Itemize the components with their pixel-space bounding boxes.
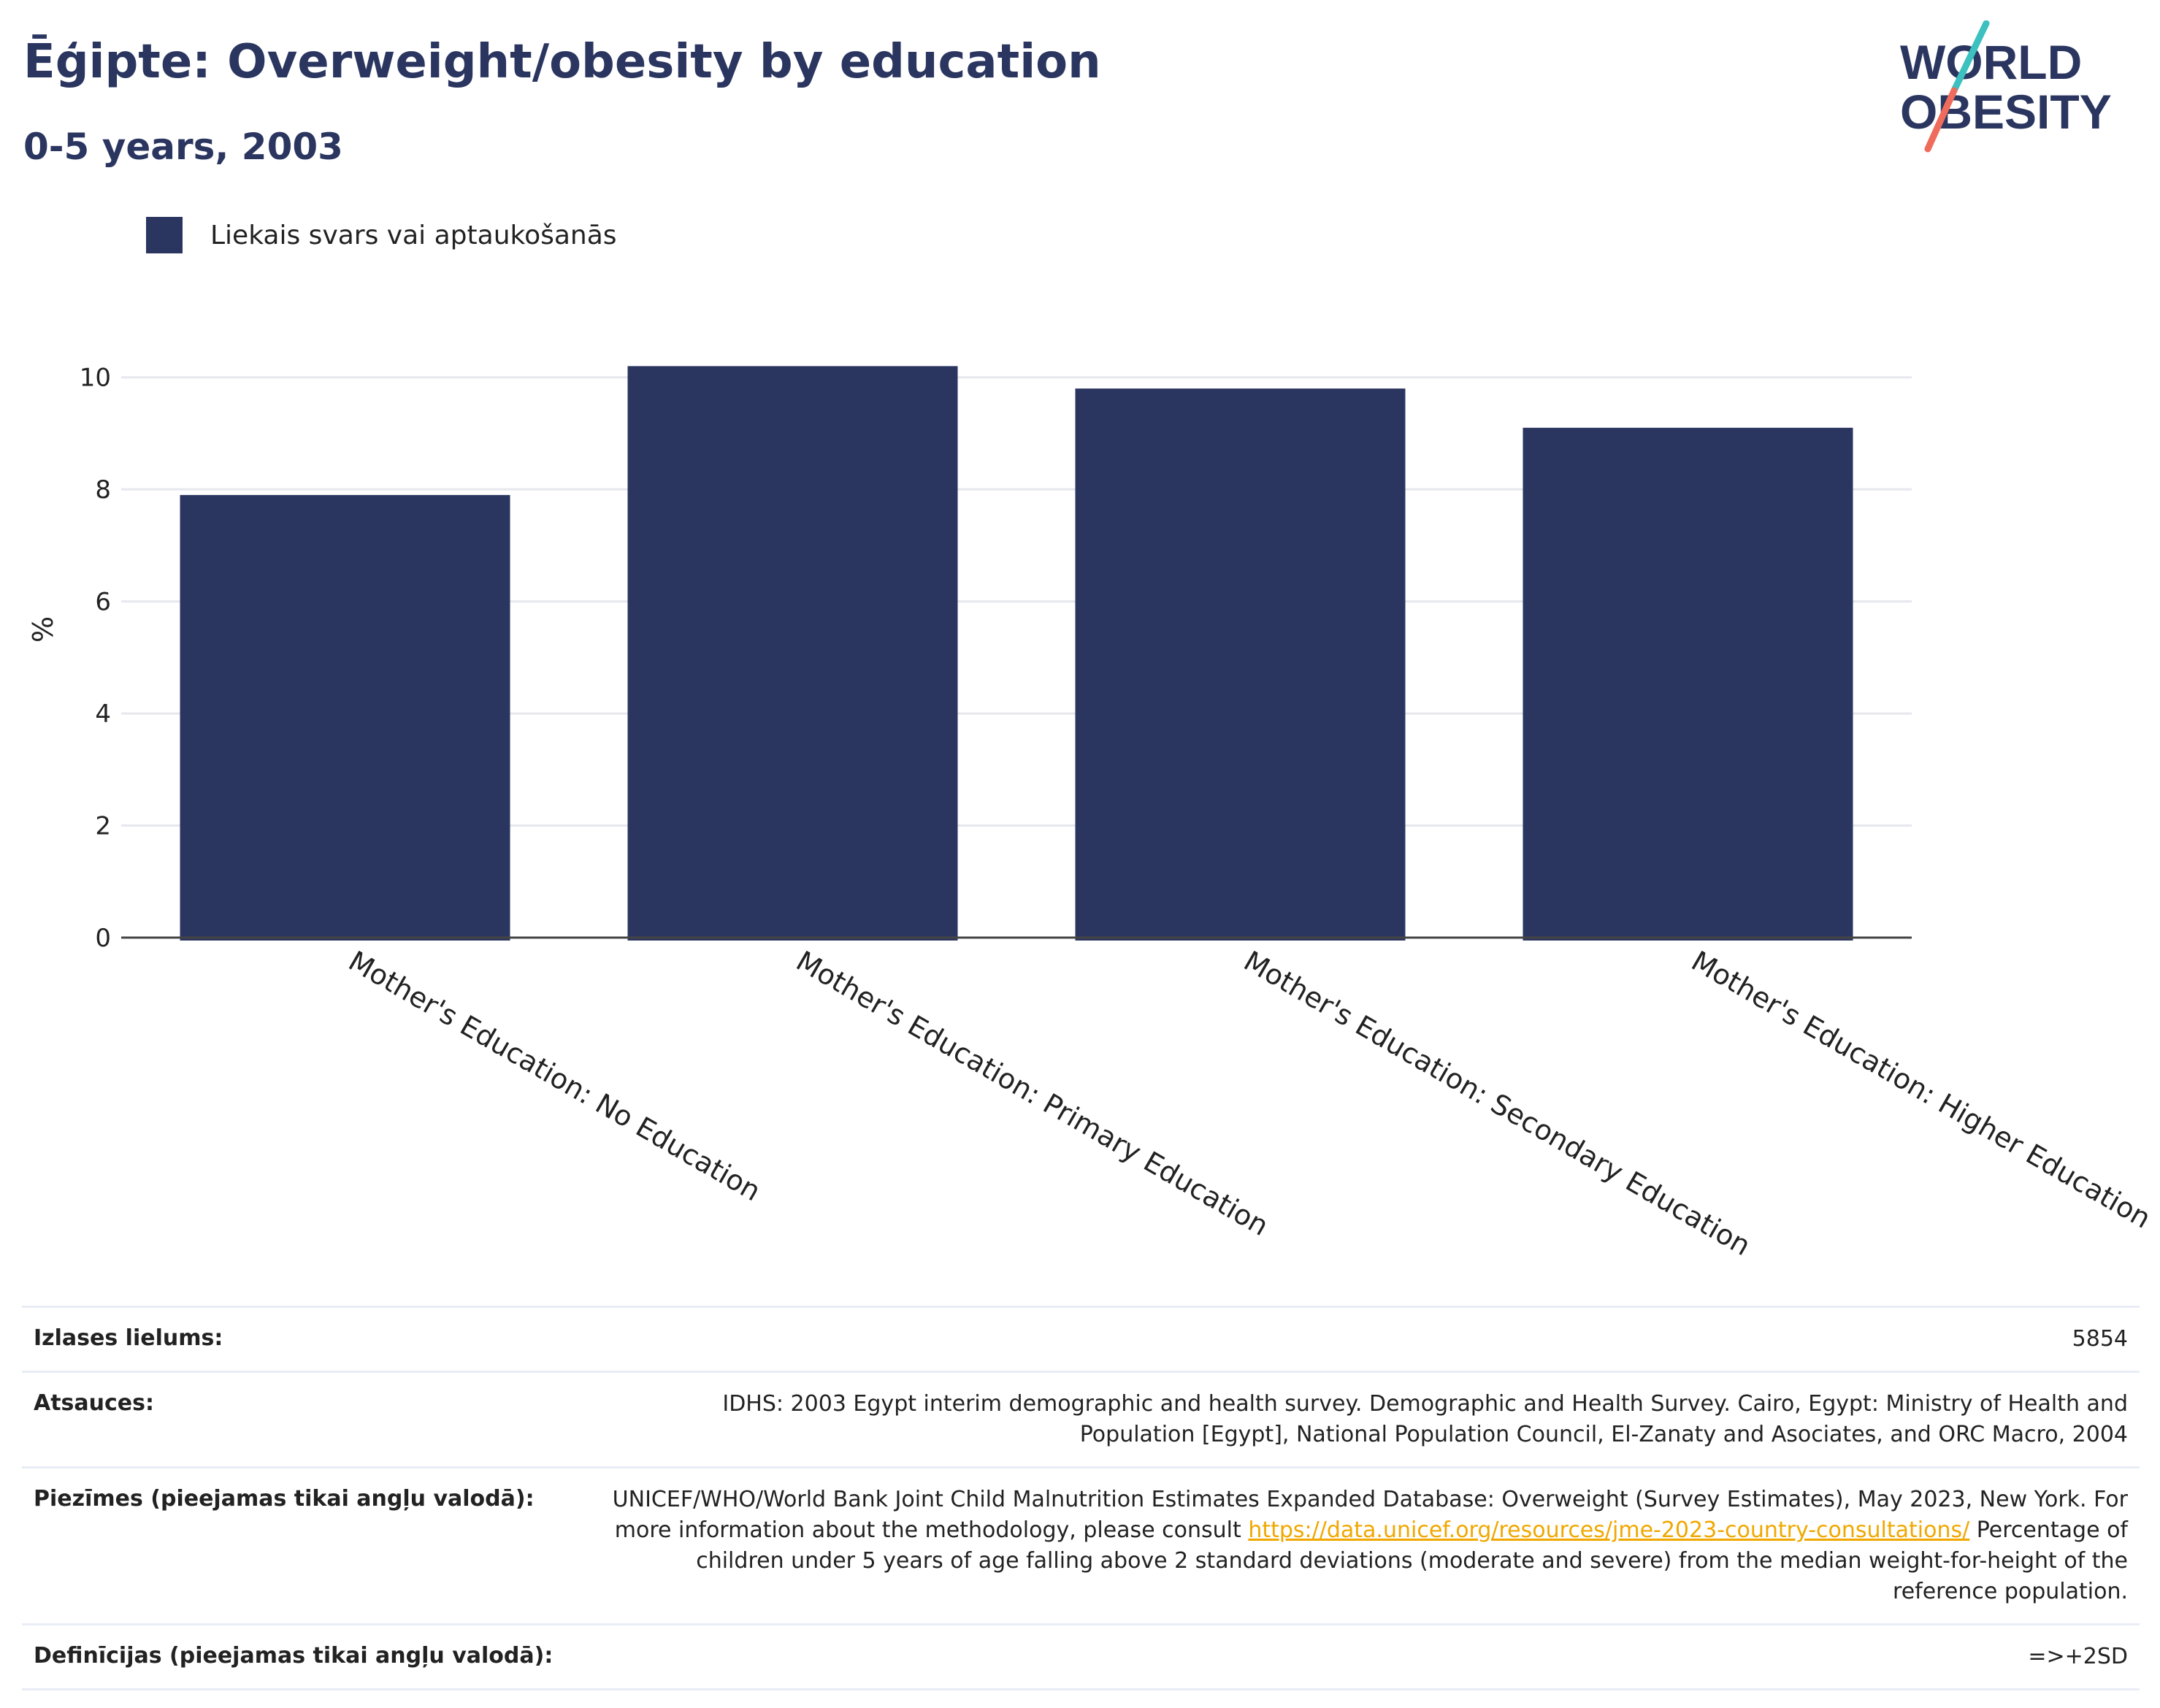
bar-chart: 0 2 4 6 8 10% Mother's Education: No Education… bbox=[27, 364, 2156, 1263]
legend-swatch bbox=[146, 217, 183, 253]
x-tick-label: Mother's Education: Primary Education bbox=[791, 945, 1274, 1242]
references-value: IDHS: 2003 Egypt interim demographic and… bbox=[722, 1391, 2128, 1447]
y-tick-label: 4 bbox=[95, 700, 111, 729]
y-tick-label: 10 bbox=[80, 364, 111, 393]
definitions-row: Definīcijas (pieejamas tikai angļu valod… bbox=[22, 1623, 2140, 1690]
notes-link[interactable]: https://data.unicef.org/resources/jme-20… bbox=[1248, 1517, 1970, 1543]
bar bbox=[627, 366, 958, 941]
definitions-value: =>+2SD bbox=[2028, 1644, 2128, 1669]
logo-line-1: WORLD bbox=[1900, 35, 2082, 89]
x-tick-label: Mother's Education: No Education bbox=[343, 945, 766, 1208]
bar bbox=[180, 494, 510, 941]
y-tick-label: 0 bbox=[95, 924, 111, 953]
logo-slash-coral bbox=[1924, 87, 1958, 153]
notes-row: Piezīmes (pieejamas tikai angļu valodā):… bbox=[22, 1466, 2140, 1623]
metadata-table: Izlases lielums: 5854 Atsauces: IDHS: 20… bbox=[22, 1306, 2140, 1690]
y-tick-label: 2 bbox=[95, 812, 111, 841]
notes-text-before: UNICEF/WHO/World Bank Joint Child Malnut… bbox=[612, 1487, 2128, 1543]
bar bbox=[1523, 427, 1853, 941]
sample-size-row: Izlases lielums: 5854 bbox=[22, 1306, 2140, 1371]
page-title: Ēģipte: Overweight/obesity by education bbox=[23, 35, 1101, 89]
y-axis-label: % bbox=[27, 616, 59, 643]
y-tick-label: 8 bbox=[95, 475, 111, 505]
references-row: Atsauces: IDHS: 2003 Egypt interim demog… bbox=[22, 1371, 2140, 1466]
y-tick-label: 6 bbox=[95, 588, 111, 617]
x-tick-label: Mother's Education: Higher Education bbox=[1686, 945, 2156, 1235]
references-label: Atsauces: bbox=[34, 1390, 154, 1416]
logo-slash-teal bbox=[1950, 20, 1990, 94]
notes-text-after: Percentage of children under 5 years of … bbox=[696, 1517, 2128, 1604]
notes-label: Piezīmes (pieejamas tikai angļu valodā): bbox=[34, 1486, 535, 1512]
page-subtitle: 0-5 years, 2003 bbox=[23, 126, 343, 168]
bar bbox=[1075, 388, 1406, 941]
world-obesity-logo: WORLD OBESITY bbox=[1900, 20, 2112, 153]
notes-value: UNICEF/WHO/World Bank Joint Child Malnut… bbox=[609, 1485, 2128, 1607]
definitions-label: Definīcijas (pieejamas tikai angļu valod… bbox=[34, 1643, 554, 1669]
sample-size-label: Izlases lielums: bbox=[34, 1325, 223, 1351]
chart-legend: Liekais svars vai aptaukošanās bbox=[146, 216, 617, 254]
x-tick-label: Mother's Education: Secondary Education bbox=[1238, 945, 1756, 1263]
legend-label: Liekais svars vai aptaukošanās bbox=[210, 220, 617, 250]
sample-size-value: 5854 bbox=[2072, 1326, 2128, 1352]
